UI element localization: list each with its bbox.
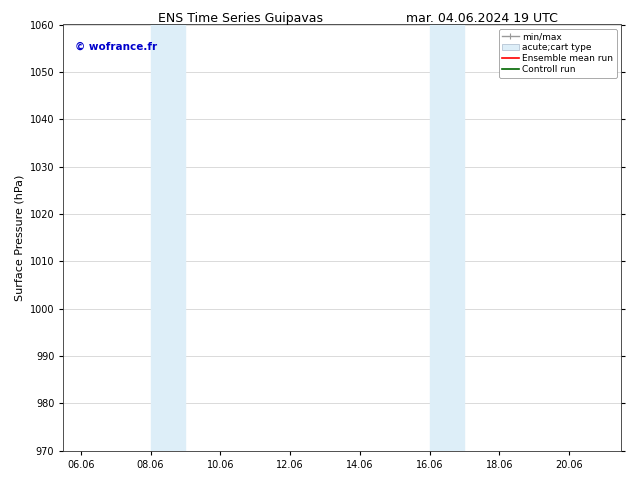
Y-axis label: Surface Pressure (hPa): Surface Pressure (hPa) xyxy=(14,174,24,301)
Bar xyxy=(429,24,464,451)
Bar xyxy=(150,24,185,451)
Text: ENS Time Series Guipavas: ENS Time Series Guipavas xyxy=(158,12,323,25)
Legend: min/max, acute;cart type, Ensemble mean run, Controll run: min/max, acute;cart type, Ensemble mean … xyxy=(499,29,617,77)
Text: © wofrance.fr: © wofrance.fr xyxy=(75,42,157,51)
Text: mar. 04.06.2024 19 UTC: mar. 04.06.2024 19 UTC xyxy=(406,12,558,25)
